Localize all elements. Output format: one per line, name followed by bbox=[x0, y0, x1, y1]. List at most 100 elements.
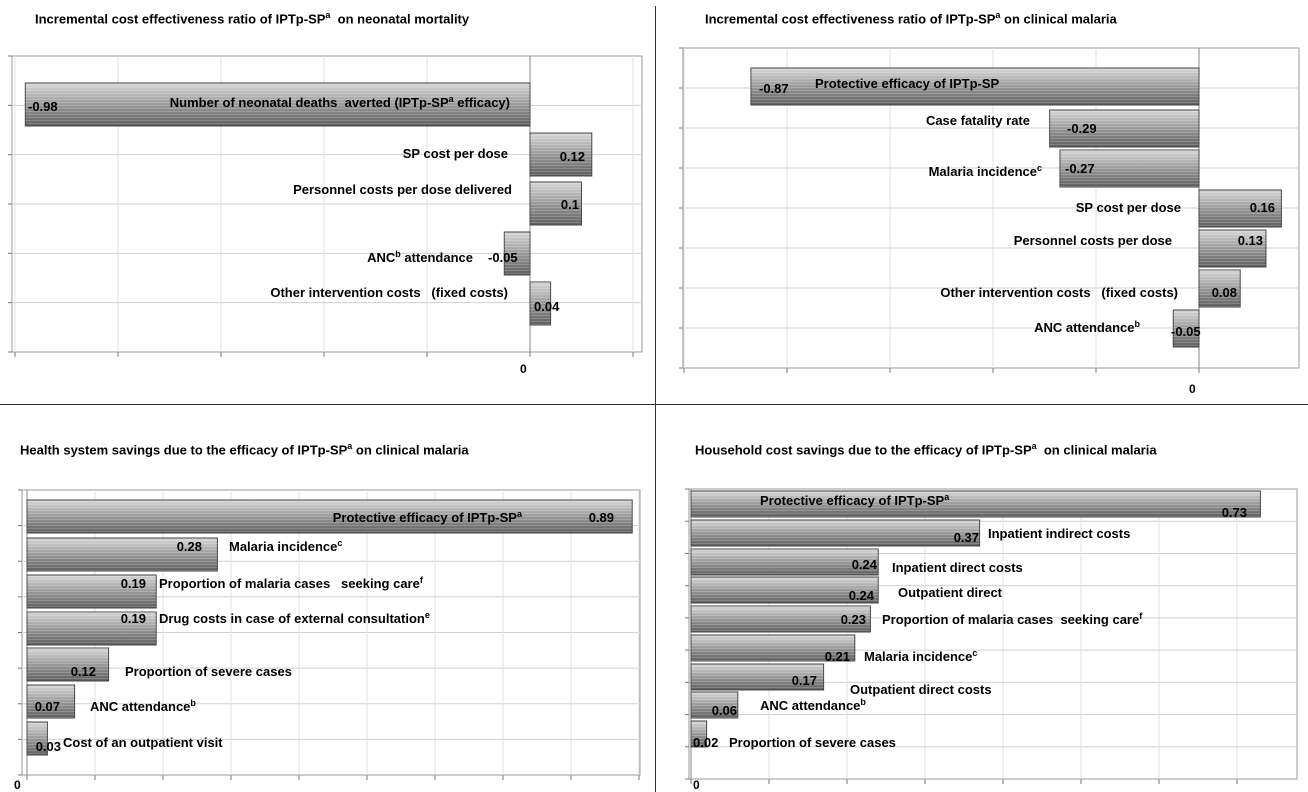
data-label: 0.06 bbox=[712, 703, 737, 718]
bar-texture bbox=[530, 282, 551, 325]
data-label: -0.27 bbox=[1065, 161, 1095, 176]
bar-texture bbox=[27, 575, 157, 608]
bar-texture bbox=[27, 538, 218, 571]
data-label: 0.03 bbox=[36, 739, 61, 754]
bar-texture bbox=[27, 685, 75, 718]
chart-plot: Protective efficacy of IPTp-SP -0.87 Case … bbox=[679, 47, 1300, 396]
bar-label: Inpatient indirect costs bbox=[988, 526, 1130, 541]
bar-texture bbox=[691, 664, 824, 690]
bar-label: SP cost per dose bbox=[1076, 200, 1181, 215]
bar-texture bbox=[691, 606, 871, 632]
bar-label: Protective efficacy of IPTp-SP bbox=[815, 76, 1000, 91]
bar-texture bbox=[1059, 150, 1199, 187]
chart-panel-household: Household cost savings due to the effica… bbox=[655, 405, 1308, 792]
data-label: 0.28 bbox=[177, 539, 202, 554]
bar-texture bbox=[27, 722, 48, 755]
bar-label: ANC attendanceb bbox=[760, 697, 866, 713]
data-label: 0.19 bbox=[121, 611, 146, 626]
chart-title: Household cost savings due to the effica… bbox=[695, 441, 1157, 458]
data-label: 0.23 bbox=[841, 612, 866, 627]
bar-texture bbox=[504, 232, 530, 275]
bar-texture bbox=[1199, 190, 1282, 227]
bar-texture bbox=[1199, 270, 1241, 307]
bar-label: Proportion of severe cases bbox=[125, 664, 292, 679]
bar-label: Outpatient direct costs bbox=[850, 682, 992, 697]
bar-label: Outpatient direct bbox=[898, 585, 1003, 600]
bar-texture bbox=[691, 635, 855, 661]
bar-label: ANC attendanceb bbox=[1034, 319, 1140, 335]
data-label: 0.1 bbox=[561, 197, 579, 212]
data-label: 0.17 bbox=[792, 673, 817, 688]
chart-panel-neonatal: Incremental cost effectiveness ratio of … bbox=[0, 0, 655, 400]
bar-label: Malaria incidencec bbox=[929, 163, 1042, 179]
bar-label: Personnel costs per dose bbox=[1014, 233, 1172, 248]
bar-label: Protective efficacy of IPTp-SPa bbox=[760, 492, 950, 508]
bar-texture bbox=[691, 721, 707, 747]
bar-texture bbox=[691, 577, 879, 603]
bar-texture bbox=[1049, 110, 1199, 147]
data-label: 0.24 bbox=[852, 557, 878, 572]
bar-texture bbox=[27, 648, 109, 681]
bar-label: ANCb attendance bbox=[367, 249, 473, 265]
bar-texture bbox=[1173, 310, 1199, 347]
data-label: 0.07 bbox=[35, 699, 60, 714]
data-label: -0.87 bbox=[759, 81, 789, 96]
bar-label: Other intervention costs (fixed costs) bbox=[940, 285, 1178, 300]
data-label: 0.04 bbox=[534, 299, 560, 314]
data-label: -0.98 bbox=[28, 99, 58, 114]
bar-texture bbox=[530, 182, 582, 225]
chart-title: Incremental cost effectiveness ratio of … bbox=[705, 10, 1117, 27]
bar-texture bbox=[25, 83, 531, 126]
data-label: 0.02 bbox=[693, 735, 718, 750]
data-label: 0.12 bbox=[71, 664, 96, 679]
chart-plot: Number of neonatal deaths averted (IPTp-… bbox=[8, 55, 643, 376]
bar-label: Malaria incidencec bbox=[229, 538, 342, 554]
bar-label: Drug costs in case of external consultat… bbox=[159, 610, 430, 626]
bar-label: Other intervention costs (fixed costs) bbox=[270, 285, 508, 300]
vertical-divider bbox=[655, 6, 656, 792]
chart-plot: Protective efficacy of IPTp-SPa 0.89 Malar… bbox=[14, 489, 641, 792]
bar-texture bbox=[691, 692, 738, 718]
chart-plot: Protective efficacy of IPTp-SPa 0.73 Inpat… bbox=[685, 488, 1298, 792]
data-label: 0.21 bbox=[825, 649, 850, 664]
bar-label: Case fatality rate bbox=[926, 113, 1030, 128]
data-label: 0.13 bbox=[1238, 233, 1263, 248]
bar-label: Inpatient direct costs bbox=[892, 560, 1023, 575]
tick-label: 0 bbox=[14, 778, 21, 792]
tick-label: 0 bbox=[520, 362, 527, 376]
horizontal-divider bbox=[0, 404, 1308, 405]
data-label: 0.12 bbox=[560, 149, 585, 164]
chart-panel-icer-malaria: Incremental cost effectiveness ratio of … bbox=[655, 0, 1308, 405]
bar-texture bbox=[750, 68, 1199, 105]
bar-label: Proportion of malaria cases seeking care… bbox=[159, 575, 424, 591]
bar-label: Proportion of severe cases bbox=[729, 735, 896, 750]
data-label: 0.16 bbox=[1250, 200, 1275, 215]
bar-texture bbox=[691, 491, 1261, 517]
tick-label: 0 bbox=[1189, 382, 1196, 396]
bar-label: Cost of an outpatient visit bbox=[63, 735, 223, 750]
chart-panel-health-system: Health system savings due to the efficac… bbox=[0, 405, 655, 792]
bar-texture bbox=[530, 133, 592, 176]
bar-texture bbox=[691, 549, 879, 575]
data-label: 0.08 bbox=[1212, 285, 1237, 300]
chart-title: Incremental cost effectiveness ratio of … bbox=[35, 10, 470, 27]
bar-label: Number of neonatal deaths averted (IPTp-… bbox=[170, 94, 510, 110]
bar-label: Protective efficacy of IPTp-SPa bbox=[333, 509, 523, 525]
data-label: 0.89 bbox=[589, 510, 614, 525]
bar-label: Malaria incidencec bbox=[864, 648, 977, 664]
bar-label: Personnel costs per dose delivered bbox=[293, 182, 512, 197]
data-label: -0.29 bbox=[1067, 121, 1097, 136]
bar-texture bbox=[27, 500, 633, 533]
data-label: 0.73 bbox=[1222, 505, 1247, 520]
chart-title: Health system savings due to the efficac… bbox=[20, 441, 469, 458]
bar-label: ANC attendanceb bbox=[90, 698, 196, 714]
data-label: -0.05 bbox=[488, 250, 518, 265]
bar-texture bbox=[1199, 230, 1266, 267]
data-label: 0.37 bbox=[954, 530, 979, 545]
data-label: 0.19 bbox=[121, 576, 146, 591]
bar-label: SP cost per dose bbox=[403, 146, 508, 161]
bar-texture bbox=[691, 520, 980, 546]
data-label: -0.05 bbox=[1171, 324, 1201, 339]
tick-label: 0 bbox=[693, 778, 700, 792]
bar-texture bbox=[27, 612, 157, 645]
